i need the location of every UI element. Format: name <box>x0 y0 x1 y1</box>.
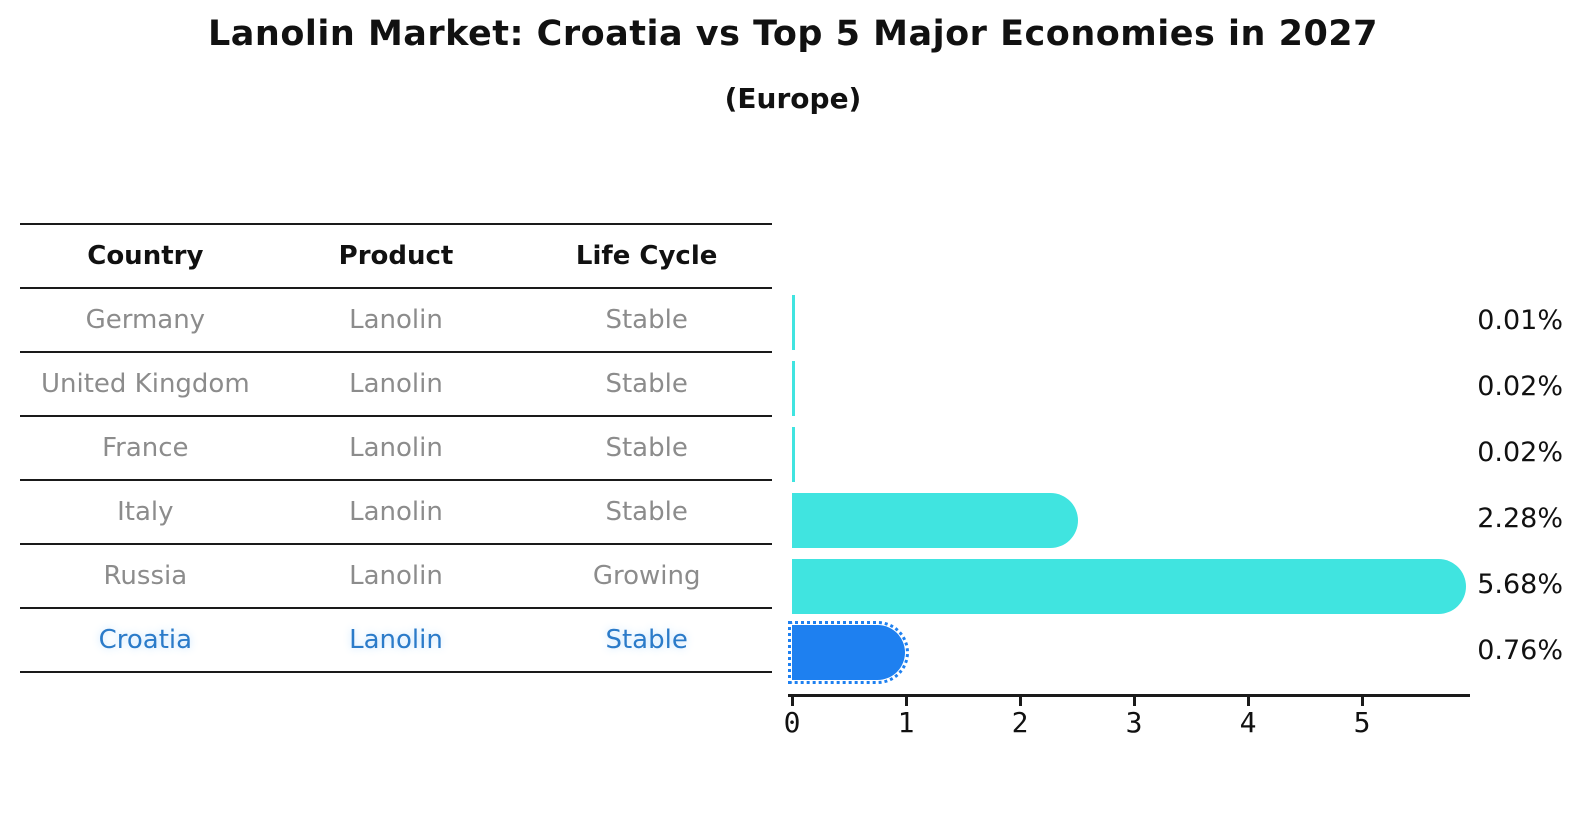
x-axis-tick-label: 5 <box>1353 706 1371 739</box>
table-cell-product: Lanolin <box>349 561 443 591</box>
table-row: Croatia Lanolin Stable <box>20 609 772 673</box>
x-axis-tick <box>791 696 794 706</box>
value-label: 5.68% <box>1477 569 1563 600</box>
value-label: 0.76% <box>1477 635 1563 666</box>
x-axis-tick-label: 3 <box>1125 706 1143 739</box>
table-row: United Kingdom Lanolin Stable <box>20 353 772 417</box>
table-cell-country: Croatia <box>98 625 193 655</box>
table-row: Italy Lanolin Stable <box>20 481 772 545</box>
x-axis-tick-label: 1 <box>897 706 915 739</box>
table-cell-life-cycle: Stable <box>605 305 688 335</box>
bar-france <box>792 427 795 482</box>
x-axis-tick <box>1019 696 1022 706</box>
x-axis-tick-label: 0 <box>783 706 801 739</box>
x-axis-tick <box>1133 696 1136 706</box>
table-cell-country: Germany <box>85 305 206 335</box>
table-cell-life-cycle: Stable <box>605 433 688 463</box>
x-axis-tick-label: 4 <box>1239 706 1257 739</box>
table-cell-country: Russia <box>103 561 188 591</box>
x-axis-tick <box>1247 696 1250 706</box>
table-cell-life-cycle: Stable <box>605 369 688 399</box>
table-cell-country: United Kingdom <box>40 369 250 399</box>
table-cell-life-cycle: Growing <box>592 561 701 591</box>
x-axis-tick <box>905 696 908 706</box>
table-cell-life-cycle: Stable <box>605 625 688 655</box>
x-axis-tick-label: 2 <box>1011 706 1029 739</box>
bar-united-kingdom <box>792 361 795 416</box>
bar-croatia <box>788 621 909 684</box>
table-header-row: Country Product Life Cycle <box>20 225 772 289</box>
x-axis-tick <box>1361 696 1364 706</box>
chart-title: Lanolin Market: Croatia vs Top 5 Major E… <box>207 14 1379 54</box>
table-cell-product: Lanolin <box>349 497 443 527</box>
table-cell-product: Lanolin <box>349 305 443 335</box>
table-row: France Lanolin Stable <box>20 417 772 481</box>
value-label: 2.28% <box>1477 503 1563 534</box>
table-cell-product: Lanolin <box>349 625 443 655</box>
table-header-product: Product <box>338 241 454 271</box>
bar-italy <box>792 493 1078 548</box>
chart-subtitle: (Europe) <box>724 82 862 115</box>
value-label: 0.01% <box>1477 305 1563 336</box>
table-row: Germany Lanolin Stable <box>20 289 772 353</box>
table-header-life-cycle: Life Cycle <box>575 241 718 271</box>
table-row: Russia Lanolin Growing <box>20 545 772 609</box>
table-header-country: Country <box>87 241 204 271</box>
bar-russia <box>792 559 1466 614</box>
value-label: 0.02% <box>1477 371 1563 402</box>
table-cell-product: Lanolin <box>349 433 443 463</box>
bar-germany <box>792 295 795 350</box>
value-label: 0.02% <box>1477 437 1563 468</box>
table-cell-country: Italy <box>117 497 174 527</box>
table-cell-country: France <box>102 433 189 463</box>
country-table: Country Product Life Cycle Germany Lanoli… <box>20 223 772 673</box>
x-axis-line <box>788 694 1470 697</box>
table-cell-life-cycle: Stable <box>605 497 688 527</box>
table-cell-product: Lanolin <box>349 369 443 399</box>
